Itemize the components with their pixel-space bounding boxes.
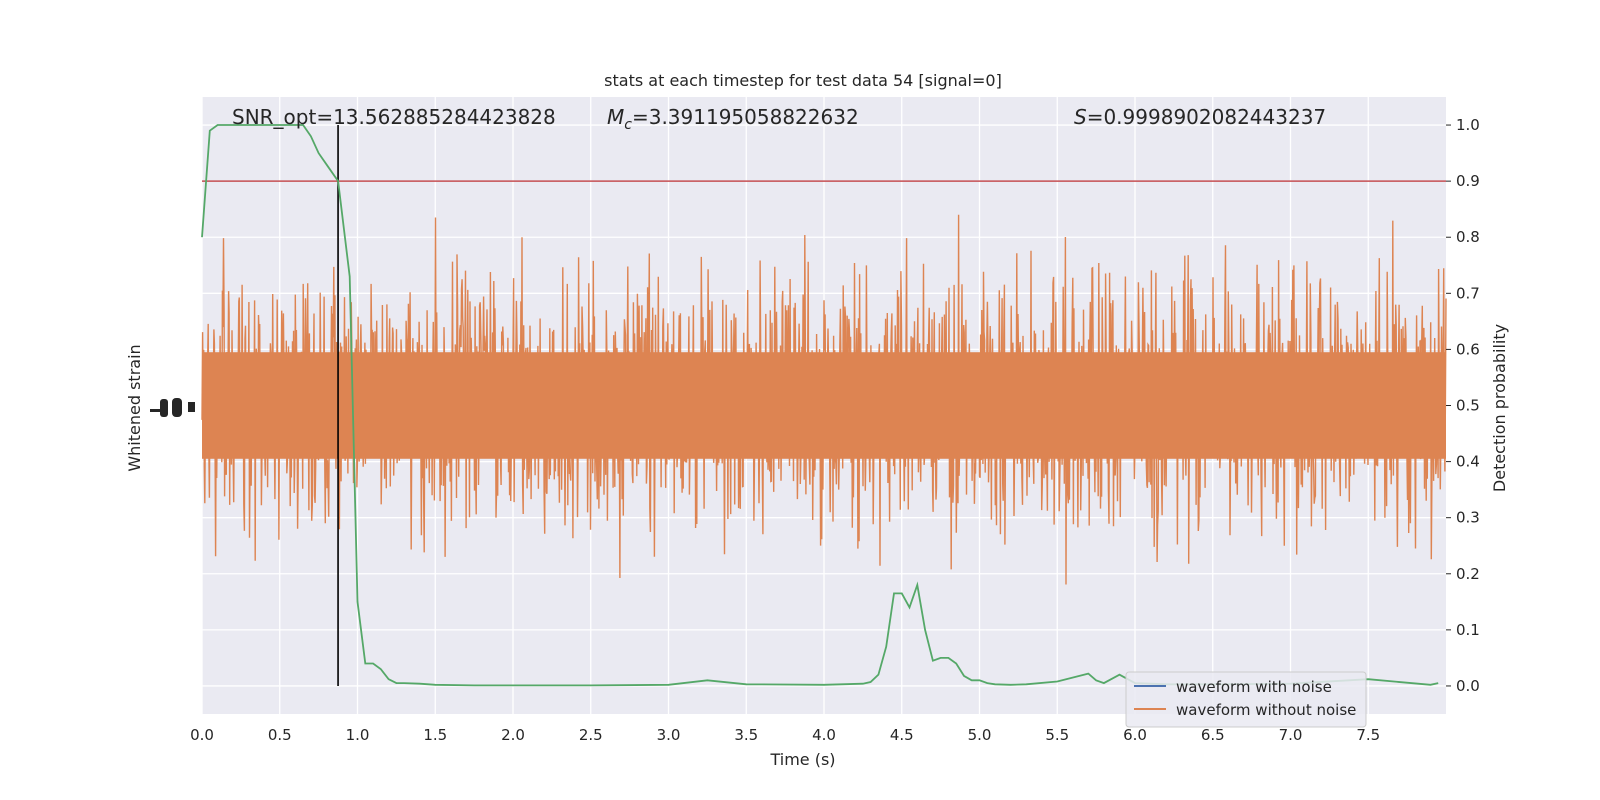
right-tick-label: 0.0 <box>1456 677 1480 695</box>
right-tick-label: 0.1 <box>1456 621 1480 639</box>
x-tick-label: 6.0 <box>1123 726 1147 744</box>
right-tick-label: 0.2 <box>1456 565 1480 583</box>
score-value: =0.9998902082443237 <box>1087 105 1326 129</box>
waveform-without-noise-trace <box>201 214 1447 585</box>
snr-annotation: SNR_opt=13.562885284423828 <box>232 105 556 129</box>
right-tick-label: 0.4 <box>1456 453 1480 471</box>
legend-label-without-noise: waveform without noise <box>1176 701 1356 719</box>
x-tick-label: 6.5 <box>1201 726 1225 744</box>
chirp-mass-annotation: Mc=3.391195058822632 <box>607 105 859 133</box>
chirp-mass-value: =3.391195058822632 <box>632 105 859 129</box>
score-symbol: S <box>1074 105 1087 129</box>
left-axis-label: Whitened strain <box>125 344 144 471</box>
x-tick-label: 5.0 <box>968 726 992 744</box>
x-tick-label: 7.0 <box>1279 726 1303 744</box>
left-axis-overlapping-ticks <box>150 398 195 417</box>
x-tick-label: 4.5 <box>890 726 914 744</box>
right-axis-label: Detection probability <box>1490 324 1509 492</box>
x-tick-label: 0.0 <box>190 726 214 744</box>
chirp-mass-subscript: c <box>624 117 632 133</box>
x-axis-label: Time (s) <box>769 750 835 769</box>
detection-probability-line <box>201 124 1439 687</box>
right-tick-label: 0.6 <box>1456 340 1480 358</box>
right-tick-label: 0.7 <box>1456 284 1480 302</box>
score-annotation: S=0.9998902082443237 <box>1074 105 1326 129</box>
x-tick-label: 4.0 <box>812 726 836 744</box>
right-tick-label: 0.5 <box>1456 397 1480 415</box>
x-tick-label: 2.5 <box>579 726 603 744</box>
chart-title: stats at each timestep for test data 54 … <box>604 71 1002 90</box>
x-tick-label: 3.0 <box>657 726 681 744</box>
x-tick-label: 1.5 <box>423 726 447 744</box>
x-axis-ticks: 0.0 0.5 1.0 1.5 2.0 2.5 3.0 3.5 4.0 4.5 5.0 5.5 6.0 6… <box>190 726 1380 744</box>
strain-noise-core <box>202 352 1446 459</box>
right-tick-label: 0.3 <box>1456 509 1480 527</box>
x-tick-label: 2.0 <box>501 726 525 744</box>
x-tick-label: 0.5 <box>268 726 292 744</box>
x-tick-label: 7.5 <box>1356 726 1380 744</box>
x-tick-label: 5.5 <box>1045 726 1069 744</box>
legend: waveform with noise waveform without noi… <box>1125 671 1367 728</box>
chirp-mass-symbol: M <box>607 105 624 129</box>
x-tick-label: 1.0 <box>346 726 370 744</box>
right-axis-ticks: 0.0 0.1 0.2 0.3 0.4 0.5 0.6 0.7 0.8 0.9 1.0 <box>1446 116 1480 695</box>
right-tick-label: 1.0 <box>1456 116 1480 134</box>
x-tick-label: 3.5 <box>734 726 758 744</box>
right-tick-label: 0.8 <box>1456 228 1480 246</box>
right-tick-label: 0.9 <box>1456 172 1480 190</box>
legend-label-with-noise: waveform with noise <box>1176 678 1332 696</box>
